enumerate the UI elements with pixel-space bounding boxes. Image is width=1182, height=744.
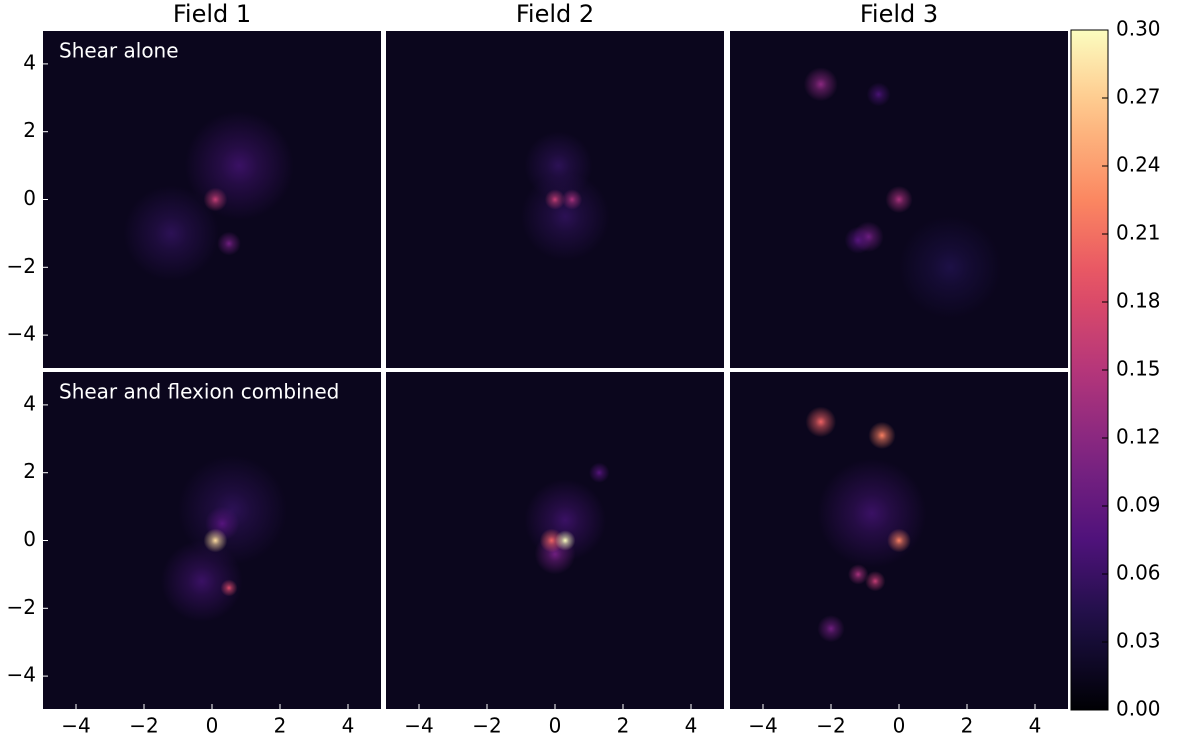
column-title: Field 2 xyxy=(516,0,594,28)
x-tick-label: 2 xyxy=(961,714,974,738)
panel xyxy=(42,371,382,710)
x-tick-label: −2 xyxy=(816,714,845,738)
intensity-peak xyxy=(844,226,872,254)
panel-frame xyxy=(728,29,1070,370)
colorbar-tick-label: 0.27 xyxy=(1116,85,1161,109)
row-label: Shear and flexion combined xyxy=(59,380,339,404)
intensity-peak xyxy=(555,530,576,551)
x-tick-label: 0 xyxy=(206,714,219,738)
x-tick-label: 0 xyxy=(893,714,906,738)
colorbar-tick-label: 0.09 xyxy=(1116,493,1161,517)
intensity-peak xyxy=(123,185,219,281)
y-tick-label: 2 xyxy=(23,118,36,142)
intensity-peak xyxy=(848,564,869,585)
column-title: Field 3 xyxy=(860,0,938,28)
intensity-peak xyxy=(217,231,241,256)
panel xyxy=(385,30,725,369)
intensity-peak xyxy=(805,406,837,438)
y-tick-label: −4 xyxy=(7,322,36,346)
intensity-peak xyxy=(561,189,583,210)
y-tick-label: 2 xyxy=(23,459,36,483)
y-tick-label: 0 xyxy=(23,186,36,210)
y-tick-label: 4 xyxy=(23,391,36,415)
intensity-peak xyxy=(589,462,610,483)
colorbar-tick-label: 0.24 xyxy=(1116,153,1161,177)
x-tick-label: −4 xyxy=(61,714,90,738)
intensity-peak xyxy=(203,528,228,553)
row-label: Shear alone xyxy=(59,39,179,63)
panel xyxy=(729,30,1069,369)
intensity-peak xyxy=(899,216,1001,319)
intensity-peak xyxy=(887,528,911,553)
intensity-peak xyxy=(865,570,886,592)
y-tick-label: 4 xyxy=(23,50,36,74)
intensity-peak xyxy=(868,421,896,450)
panel xyxy=(729,371,1069,710)
intensity-peak xyxy=(817,615,845,643)
column-title: Field 1 xyxy=(173,0,251,28)
intensity-peak xyxy=(803,67,838,102)
x-tick-label: 4 xyxy=(685,714,698,738)
intensity-peak xyxy=(521,172,610,261)
y-tick-label: −4 xyxy=(7,663,36,687)
x-tick-label: 2 xyxy=(274,714,287,738)
x-tick-label: 4 xyxy=(1029,714,1042,738)
colorbar-tick-label: 0.30 xyxy=(1116,17,1161,41)
x-tick-label: −2 xyxy=(129,714,158,738)
intensity-peak xyxy=(161,540,243,622)
panel-frame xyxy=(384,29,726,370)
colorbar-tick-label: 0.12 xyxy=(1116,425,1161,449)
colorbar-tick-label: 0.18 xyxy=(1116,289,1161,313)
intensity-peak xyxy=(203,187,228,212)
colorbar-tick-label: 0.21 xyxy=(1116,221,1161,245)
x-tick-label: 2 xyxy=(617,714,630,738)
colorbar-tick-label: 0.15 xyxy=(1116,357,1161,381)
panel xyxy=(42,30,382,369)
intensity-peak xyxy=(544,189,566,210)
x-tick-label: −4 xyxy=(404,714,433,738)
colorbar-tick-label: 0.00 xyxy=(1116,697,1161,721)
y-tick-label: −2 xyxy=(7,254,36,278)
colorbar-tick-label: 0.06 xyxy=(1116,561,1161,585)
intensity-peak xyxy=(817,458,927,568)
x-tick-label: 0 xyxy=(549,714,562,738)
intensity-peak xyxy=(885,185,913,214)
x-tick-label: −2 xyxy=(472,714,501,738)
intensity-peak xyxy=(220,579,238,597)
x-tick-label: 4 xyxy=(342,714,355,738)
y-tick-label: 0 xyxy=(23,527,36,551)
intensity-peak xyxy=(866,82,891,107)
colorbar-tick-label: 0.03 xyxy=(1116,629,1161,653)
x-tick-label: −4 xyxy=(748,714,777,738)
y-tick-label: −2 xyxy=(7,595,36,619)
panel xyxy=(385,371,725,710)
